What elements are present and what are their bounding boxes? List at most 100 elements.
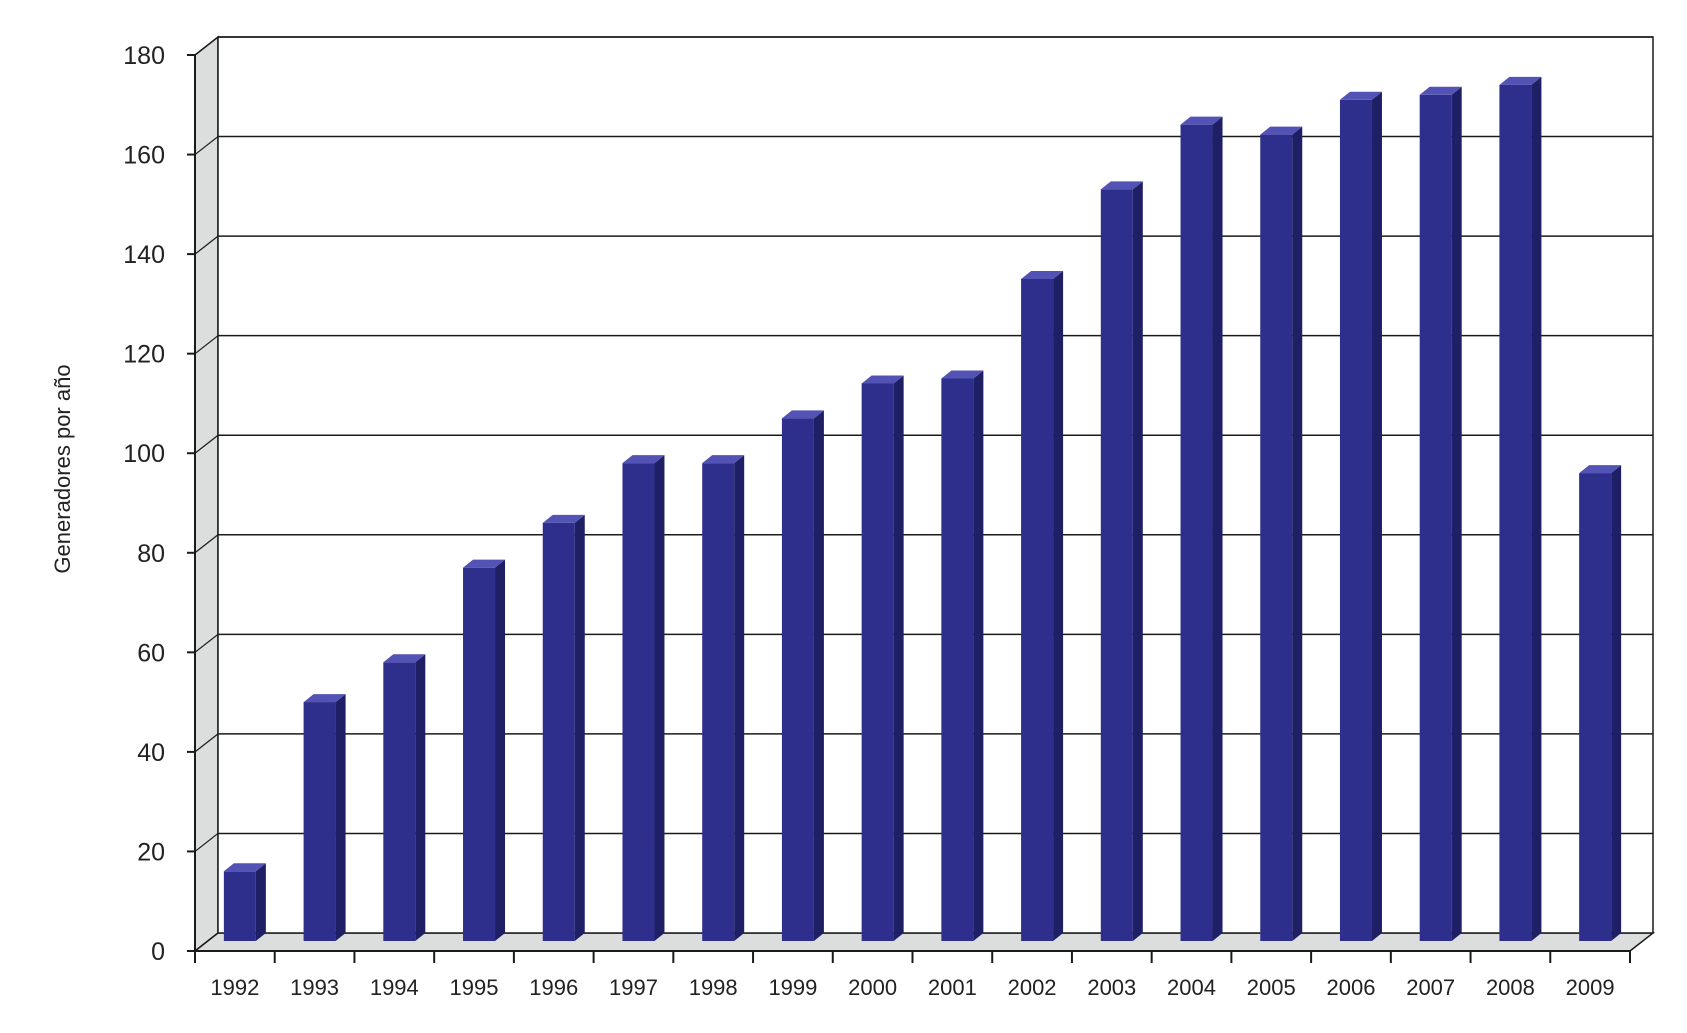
x-tick-label: 1995: [450, 975, 499, 1000]
bar-side: [495, 559, 506, 941]
bar-top: [941, 370, 984, 379]
bar-top: [463, 559, 506, 568]
bar-side: [1132, 181, 1143, 941]
x-tick-label: 2008: [1486, 975, 1535, 1000]
x-tick-label: 2000: [848, 975, 897, 1000]
bar-side: [1451, 86, 1462, 942]
bar-top: [1021, 270, 1064, 279]
y-tick-label: 160: [123, 142, 165, 170]
bar-front: [303, 702, 336, 941]
bar: [1260, 126, 1303, 942]
bar-front: [622, 463, 655, 941]
bar: [1579, 465, 1622, 941]
bar-front: [223, 871, 256, 941]
bar-top: [861, 375, 904, 384]
gridline-side: [194, 335, 219, 355]
x-axis-ticks: 1992 1993 1994 1995 1996 1997 1998 1999 2000 2001…: [194, 951, 1631, 1000]
x-tick-label: 1996: [529, 975, 578, 1000]
bar-front: [1021, 278, 1054, 941]
x-tick-label: 2006: [1326, 975, 1375, 1000]
bar-side: [654, 455, 665, 941]
gridline-side: [194, 633, 219, 653]
bar-front: [1180, 124, 1213, 941]
x-tick-label: 1997: [609, 975, 658, 1000]
bar-front: [542, 522, 575, 941]
bar-side: [1611, 465, 1622, 941]
bar-side: [893, 375, 904, 941]
bar-side: [574, 514, 585, 941]
bar: [1100, 181, 1143, 941]
bar-top: [1339, 91, 1382, 100]
bar-side: [1292, 126, 1303, 942]
y-tick-label: 120: [123, 341, 165, 369]
x-tick-label: 2009: [1566, 975, 1615, 1000]
gridline-side: [194, 733, 219, 753]
bar-side: [335, 694, 346, 941]
bar: [542, 514, 585, 941]
gridline-side: [194, 832, 219, 852]
gridline-side: [194, 136, 219, 156]
bar-side: [1053, 270, 1064, 941]
bar-top: [1419, 86, 1462, 95]
bar: [861, 375, 904, 941]
bar-front: [383, 662, 416, 941]
x-tick-label: 2004: [1167, 975, 1216, 1000]
bar: [463, 559, 506, 941]
bar-front: [1499, 84, 1532, 942]
back-wall: [217, 36, 1654, 934]
bar-top: [781, 410, 824, 419]
bar-side: [255, 863, 266, 941]
bar-top: [383, 654, 426, 663]
bar-side: [973, 370, 984, 941]
bar-top: [1260, 126, 1303, 135]
bar-top: [1499, 76, 1542, 85]
y-tick-label: 140: [123, 241, 165, 269]
y-axis-ticks: 0 20 40 60 80 100 120 140 160 180: [123, 42, 195, 966]
x-tick-label: 2002: [1008, 975, 1057, 1000]
x-tick-label: 1999: [768, 975, 817, 1000]
x-tick-label: 1998: [689, 975, 738, 1000]
bar-front: [702, 463, 735, 941]
bars: [223, 76, 1622, 942]
y-tick-label: 60: [137, 639, 165, 667]
bar: [1499, 76, 1542, 942]
bar-front: [463, 567, 496, 941]
bar: [1419, 86, 1462, 942]
y-tick-label: 40: [137, 739, 165, 767]
bar: [1339, 91, 1382, 941]
bar-front: [1260, 134, 1293, 942]
gridline-side: [194, 434, 219, 454]
bar-top: [303, 694, 346, 703]
bar: [941, 370, 984, 941]
bar: [223, 863, 266, 941]
bar-top: [1180, 116, 1223, 125]
bar: [781, 410, 824, 941]
bar-side: [1212, 116, 1223, 941]
bar-side: [1371, 91, 1382, 941]
bar-front: [1419, 94, 1452, 942]
bar: [702, 455, 745, 941]
bar-front: [781, 418, 814, 941]
chart-walls: [192, 35, 1656, 953]
side-wall: [194, 35, 219, 953]
y-axis-title: Generadores por año: [50, 364, 75, 573]
y-tick-label: 100: [123, 440, 165, 468]
y-tick-label: 20: [137, 838, 165, 866]
bar-side: [1531, 76, 1542, 942]
bar: [303, 694, 346, 941]
bar: [1021, 270, 1064, 941]
bar-side: [813, 410, 824, 941]
gridlines: [194, 36, 1653, 852]
bar-front: [1339, 99, 1372, 941]
bar-top: [1579, 465, 1622, 474]
bar-top: [622, 455, 665, 464]
bar: [383, 654, 426, 941]
bar-front: [1579, 473, 1612, 941]
bar-top: [1100, 181, 1143, 190]
bar-side: [734, 455, 745, 941]
gridline-side: [194, 235, 219, 255]
y-tick-label: 80: [137, 540, 165, 568]
bar-top: [223, 863, 266, 872]
x-tick-label: 2001: [928, 975, 977, 1000]
